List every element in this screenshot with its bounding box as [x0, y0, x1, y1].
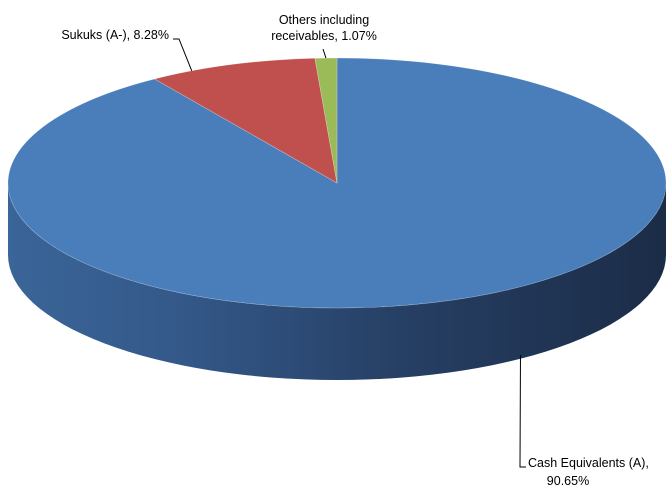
data-label-line: receivables, 1.07%	[271, 29, 377, 43]
data-label-line: Sukuks (A-), 8.28%	[61, 28, 169, 42]
data-label-cash-equivalents-a: Cash Equivalents (A), 90.65%	[528, 456, 649, 488]
data-labels: Cash Equivalents (A), 90.65% Sukuks (A-), …	[61, 13, 649, 488]
pie-top-layer	[7, 57, 667, 309]
data-label-others-including-receivables: Others including receivables, 1.07%	[271, 13, 377, 43]
data-label-line: Cash Equivalents (A),	[528, 456, 649, 470]
data-label-line: Others including	[279, 13, 369, 27]
pie-side-layer	[8, 183, 666, 380]
leader-line-others-including-receivables	[322, 48, 327, 59]
pie-slice-others-including-receivables	[314, 57, 338, 184]
leader-line-sukuks-a	[173, 38, 193, 72]
pie-side-wall	[8, 183, 666, 380]
data-label-sukuks-a: Sukuks (A-), 8.28%	[61, 28, 169, 42]
leader-line-cash-equivalents-a	[519, 355, 526, 468]
pie-slice-cash-equivalents-a	[7, 57, 667, 309]
pie-slice-sukuks-a	[153, 57, 338, 184]
data-label-line: 90.65%	[547, 474, 589, 488]
leader-lines	[173, 38, 526, 468]
